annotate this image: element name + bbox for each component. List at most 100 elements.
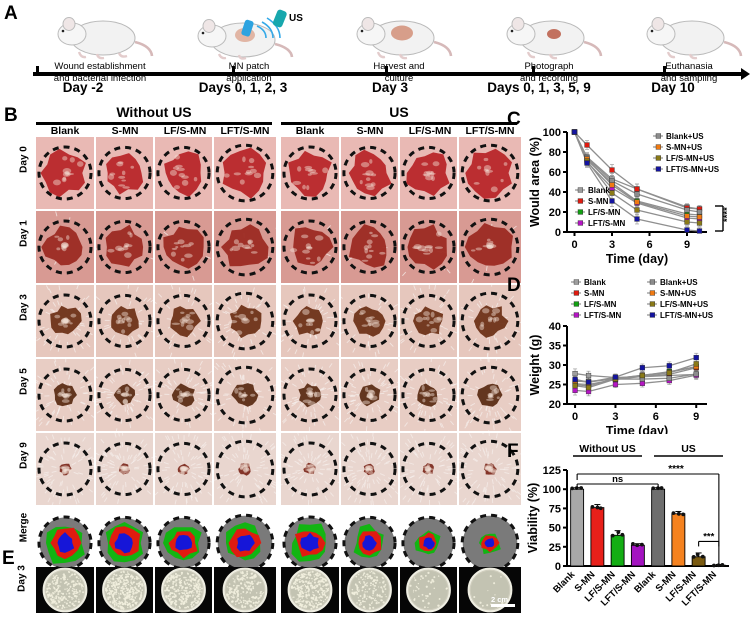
wound-photo-cell: [155, 359, 212, 431]
wound-photo-cell: [214, 211, 276, 283]
mouse-icon: [494, 8, 604, 60]
panel-a-timeline: A Wound establishment and bacterial infe…: [0, 0, 750, 102]
culture-plate: [281, 567, 339, 613]
y-tick-label: 80: [549, 147, 561, 159]
significance-annotation: ****: [668, 464, 684, 475]
wound-photo-cell: [96, 359, 153, 431]
mouse-icon: [45, 8, 155, 60]
column-header-5: S-MN: [341, 125, 399, 137]
wound-photo-cell: [36, 137, 94, 209]
timeline-tick-2: [385, 66, 388, 74]
bar: [652, 489, 665, 566]
timeline-day-1: Days 0, 1, 2, 3: [178, 80, 308, 95]
wound-photo-cell: [214, 433, 276, 505]
wound-photo-cell: [341, 137, 398, 209]
wound-photo-cell: [36, 433, 94, 505]
panel-b-label: B: [4, 106, 18, 125]
wound-photo-cell: [214, 359, 276, 431]
mouse-icon: [344, 8, 454, 60]
bar: [611, 535, 624, 566]
x-tick-label: 0: [572, 411, 578, 423]
legend-entry: S-MN: [588, 197, 609, 206]
timeline-day-2: Day 3: [340, 80, 440, 95]
wound-photo-cell: [96, 285, 153, 357]
legend-entry: S-MN+US: [666, 143, 703, 152]
y-tick-label: 0: [555, 561, 561, 573]
culture-plate: [36, 567, 94, 613]
y-tick-label: 25: [549, 542, 561, 554]
y-tick-label: 35: [549, 341, 561, 353]
wound-photo-cell: [400, 211, 457, 283]
legend-entry: Blank+US: [660, 278, 698, 287]
y-axis-title: Weight (g): [528, 335, 542, 396]
step-caption-0-line1: Wound establishment: [36, 61, 164, 72]
wound-photo-cell: [400, 433, 457, 505]
x-axis-title: Time (day): [606, 252, 668, 266]
y-tick-label: 75: [549, 503, 561, 515]
x-tick-label: 3: [612, 411, 618, 423]
step-caption-3-line1: Photograph: [485, 61, 613, 72]
culture-plate: [341, 567, 398, 613]
timeline-axis: [33, 72, 745, 76]
y-tick-label: 20: [549, 399, 561, 411]
column-header-1: S-MN: [96, 125, 154, 137]
y-tick-label: 25: [549, 380, 561, 392]
step-caption-2-line1: Harvest and: [335, 61, 463, 72]
row-label-day5: Day 5: [19, 352, 30, 412]
y-tick-label: 40: [549, 187, 561, 199]
y-axis-title: Viability (%): [526, 483, 540, 554]
significance-annotation: ***: [703, 531, 714, 542]
group-header-us: US: [281, 104, 517, 120]
culture-plate: [400, 567, 457, 613]
step-caption-1-line1: MN patch: [185, 61, 313, 72]
y-tick-label: 20: [549, 207, 561, 219]
wound-photo-cell: [281, 359, 339, 431]
y-tick-label: 40: [549, 321, 561, 333]
row-label-day0: Day 0: [19, 130, 30, 190]
bar: [591, 508, 604, 566]
column-header-4: Blank: [281, 125, 339, 137]
y-tick-label: 100: [543, 127, 561, 139]
wound-photo-cell: [214, 285, 276, 357]
timeline-arrow: [741, 68, 750, 80]
group-header: US: [681, 443, 696, 455]
group-header-without-us: Without US: [36, 104, 272, 120]
wound-photo-cell: [96, 137, 153, 209]
step-caption-4-line1: Euthanasia: [625, 61, 750, 72]
row-label-day9: Day 9: [19, 426, 30, 486]
y-tick-label: 0: [555, 227, 561, 239]
wound-photo-cell: [281, 285, 339, 357]
column-header-0: Blank: [36, 125, 94, 137]
timeline-tick-4: [663, 66, 666, 74]
timeline-day-3: Days 0, 1, 3, 5, 9: [464, 80, 614, 95]
us-label: US: [289, 13, 303, 24]
significance-annotation: ns: [612, 474, 623, 485]
row-label-day1: Day 1: [19, 204, 30, 264]
y-tick-label: 125: [543, 465, 561, 477]
legend-entry: Blank+US: [666, 132, 704, 141]
wound-photo-cell: [155, 285, 212, 357]
legend-entry: Blank: [584, 278, 606, 287]
x-tick-label: 9: [684, 239, 690, 251]
row-label-culture-day3: Day 3: [17, 549, 28, 609]
wound-photo-cell: [96, 211, 153, 283]
x-tick-label: 3: [609, 239, 615, 251]
group-header: Without US: [579, 443, 635, 455]
legend-entry: LF/S-MN: [588, 208, 621, 217]
x-tick-label: 6: [653, 411, 659, 423]
y-tick-label: 60: [549, 167, 561, 179]
timeline-day-0: Day -2: [28, 80, 138, 95]
wound-photo-cell: [96, 433, 153, 505]
column-header-3: LFT/S-MN: [214, 125, 276, 137]
wound-photo-cell: [214, 137, 276, 209]
legend-entry: Blank: [588, 186, 610, 195]
row-label-day3: Day 3: [19, 278, 30, 338]
y-tick-label: 50: [549, 523, 561, 535]
timeline-tick-1: [232, 66, 235, 74]
timeline-tick-3: [532, 66, 535, 74]
